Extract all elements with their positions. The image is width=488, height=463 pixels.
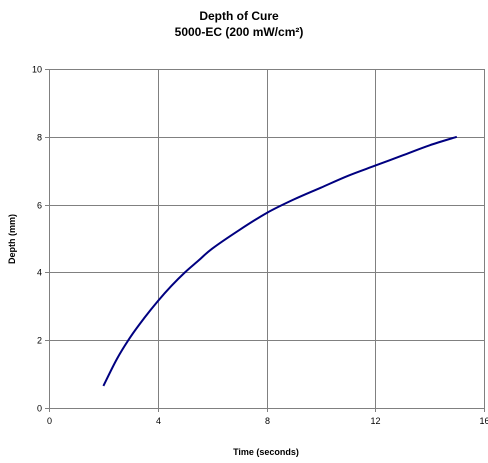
tick-labels: 0 2 4 6 8 10 0 4 8 12 16 <box>32 65 488 427</box>
axes <box>45 69 485 412</box>
x-axis-label: Time (seconds) <box>233 447 299 457</box>
y-tick-label: 4 <box>37 268 42 278</box>
x-tick-label: 4 <box>156 416 161 426</box>
x-tick-label: 12 <box>370 416 380 426</box>
y-tick-label: 0 <box>37 404 42 414</box>
y-tick-label: 6 <box>37 201 42 211</box>
x-tick-label: 0 <box>47 416 52 426</box>
grid <box>49 69 485 408</box>
y-axis-label: Depth (mm) <box>7 214 17 264</box>
x-tick-label: 8 <box>265 416 270 426</box>
y-tick-label: 10 <box>32 65 42 75</box>
series-layer <box>102 135 458 387</box>
series-line <box>102 135 458 387</box>
y-tick-label: 8 <box>37 133 42 143</box>
x-tick-label: 16 <box>479 416 488 426</box>
chart-title: Depth of Cure <box>199 9 279 23</box>
chart-subtitle: 5000-EC (200 mW/cm²) <box>175 25 304 39</box>
y-tick-label: 2 <box>37 336 42 346</box>
